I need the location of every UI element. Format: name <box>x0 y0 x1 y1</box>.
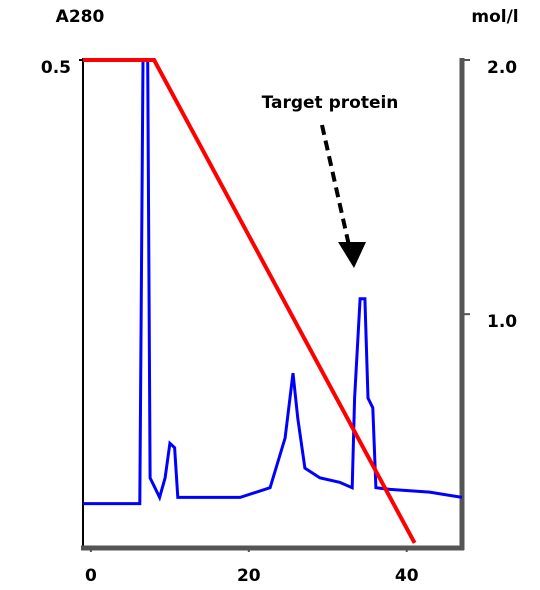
arrow-head <box>338 242 366 268</box>
x-tick-label: 40 <box>395 566 419 586</box>
y2-axis-label: mol/l <box>471 7 518 27</box>
y2-tick-label: 2.0 <box>487 58 517 78</box>
x-tick-label: 20 <box>237 566 261 586</box>
annotation: Target protein <box>262 93 399 113</box>
y-tick-label: 0.5 <box>41 58 71 78</box>
annotation-arrow <box>320 124 352 251</box>
y-axis-label: A280 <box>56 7 105 27</box>
y2-tick-label: 1.0 <box>487 312 517 332</box>
series-line <box>83 58 417 544</box>
series-line <box>83 58 463 506</box>
x-tick-label: 0 <box>85 566 97 586</box>
